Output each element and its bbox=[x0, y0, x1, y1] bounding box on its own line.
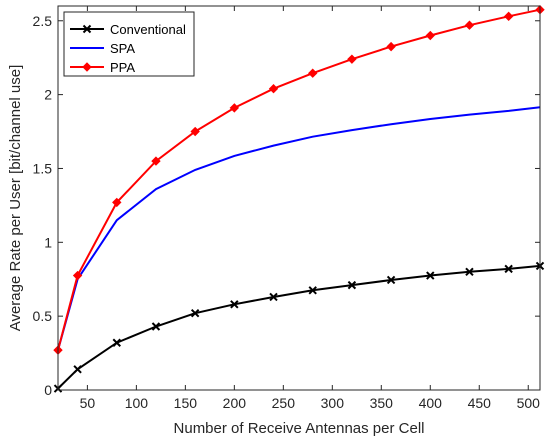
y-tick-label: 2.5 bbox=[33, 13, 53, 29]
data-point-ppa bbox=[425, 30, 435, 41]
legend-label-conventional: Conventional bbox=[110, 22, 186, 37]
data-point-ppa bbox=[386, 41, 396, 52]
data-point-conventional bbox=[426, 271, 435, 280]
y-tick-label: 0.5 bbox=[33, 308, 53, 324]
y-axis-label: Average Rate per User [bit/channel use] bbox=[7, 65, 24, 332]
data-point-ppa bbox=[268, 84, 279, 94]
data-point-ppa bbox=[503, 11, 514, 22]
legend-marker-ppa bbox=[82, 62, 92, 72]
x-tick-label: 500 bbox=[517, 395, 541, 411]
data-point-conventional bbox=[73, 365, 82, 374]
x-tick-label: 200 bbox=[223, 395, 247, 411]
data-point-conventional bbox=[347, 280, 357, 290]
data-point-conventional bbox=[386, 275, 396, 285]
x-tick-label: 300 bbox=[321, 395, 345, 411]
x-tick-label: 100 bbox=[125, 395, 149, 411]
x-tick-label: 250 bbox=[272, 395, 296, 411]
series-line-ppa bbox=[57, 8, 541, 351]
series-line-conventional bbox=[57, 264, 541, 390]
data-point-ppa bbox=[308, 68, 318, 78]
x-tick-label: 150 bbox=[174, 395, 198, 411]
data-point-conventional bbox=[190, 308, 200, 318]
x-axis-label: Number of Receive Antennas per Cell bbox=[174, 420, 425, 437]
legend-label-ppa: PPA bbox=[110, 60, 135, 75]
data-point-ppa bbox=[347, 54, 357, 64]
legend-label-spa: SPA bbox=[110, 41, 135, 56]
data-point-conventional bbox=[465, 267, 474, 277]
data-point-conventional bbox=[230, 300, 239, 309]
data-point-ppa bbox=[72, 270, 83, 281]
data-point-conventional bbox=[269, 292, 278, 302]
legend-marker-conventional bbox=[82, 24, 92, 34]
plot-frame bbox=[57, 5, 541, 391]
x-tick-label: 50 bbox=[80, 395, 96, 411]
data-point-ppa bbox=[190, 126, 200, 137]
x-tick-label: 350 bbox=[370, 395, 394, 411]
data-point-conventional bbox=[308, 286, 317, 295]
data-point-conventional bbox=[151, 322, 161, 331]
x-tick-label: 450 bbox=[468, 395, 492, 411]
data-point-ppa bbox=[112, 197, 122, 208]
x-tick-label: 400 bbox=[419, 395, 443, 411]
y-tick-label: 2 bbox=[44, 87, 52, 103]
data-point-conventional bbox=[504, 264, 513, 274]
series-line-spa bbox=[57, 106, 541, 351]
data-point-conventional bbox=[112, 338, 121, 347]
ticks-layer: 50 100 150 200 250 300 350 400 450 500 0 0.5 1 1.5 2 2.… bbox=[33, 6, 541, 411]
legend: Conventional SPA PPA bbox=[63, 11, 195, 77]
y-tick-label: 0 bbox=[44, 382, 52, 398]
data-point-ppa bbox=[229, 103, 240, 113]
data-point-ppa bbox=[464, 20, 475, 30]
y-tick-label: 1 bbox=[44, 234, 52, 250]
data-point-ppa bbox=[151, 156, 161, 166]
y-tick-label: 1.5 bbox=[33, 160, 53, 176]
